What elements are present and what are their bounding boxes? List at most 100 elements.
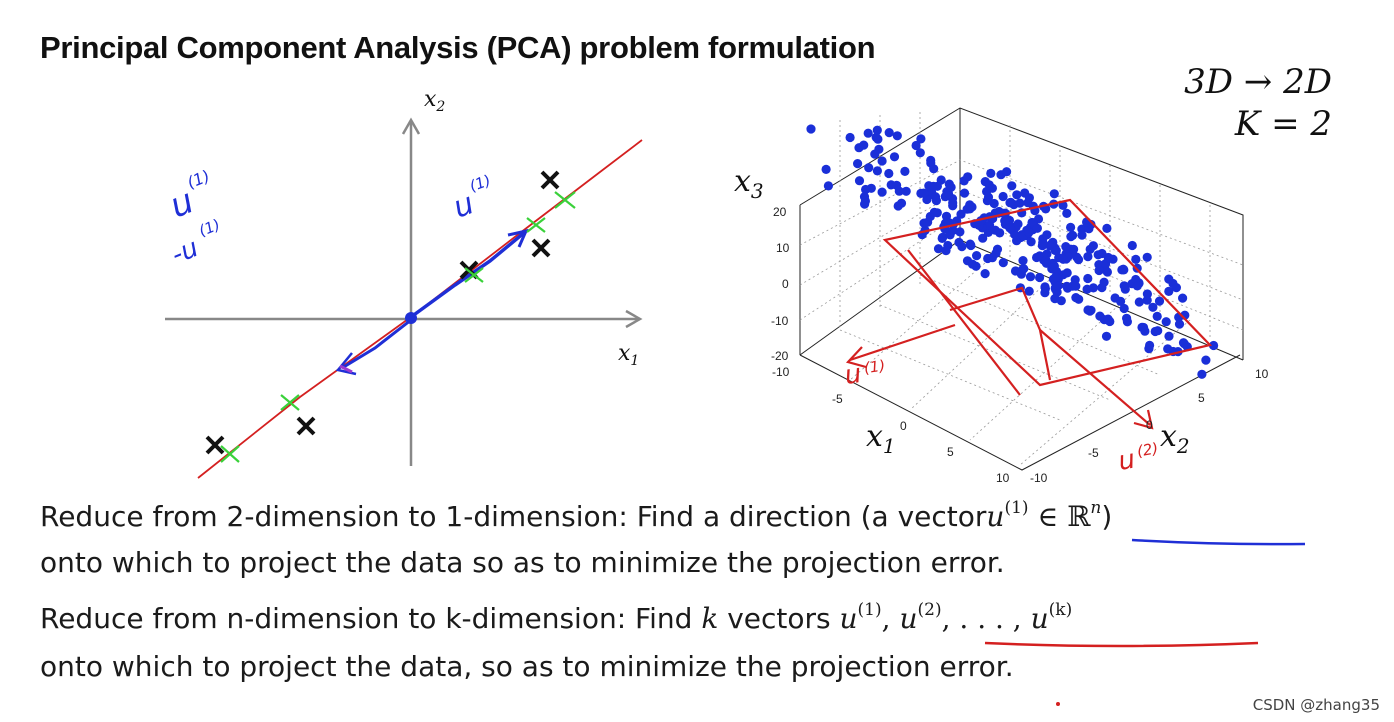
scatter-point	[1023, 198, 1033, 208]
scatter-point	[1071, 293, 1081, 303]
x2-3d-axis-label: x2	[1160, 419, 1190, 458]
projected-point	[464, 267, 484, 283]
scatter-point	[884, 168, 894, 179]
scatter-point	[1063, 283, 1073, 293]
data-point	[540, 170, 560, 190]
scatter-point	[1086, 305, 1096, 315]
scatter-point	[1002, 167, 1012, 177]
scatter-point	[982, 196, 993, 206]
scatter-point	[998, 191, 1008, 202]
scatter-point	[1134, 278, 1144, 288]
scatter-point	[965, 239, 975, 249]
x2-axis-label: x2	[424, 87, 445, 115]
scatter-point	[1050, 245, 1060, 255]
scatter-point	[996, 170, 1006, 180]
scatter-point	[1050, 277, 1060, 287]
scatter-point	[900, 166, 910, 176]
scatter-point	[926, 158, 936, 168]
scatter-point	[1108, 254, 1118, 264]
scatter-point	[1019, 264, 1029, 274]
scatter-point	[1145, 340, 1155, 350]
scatter-point	[920, 225, 930, 235]
scatter-point	[1049, 261, 1059, 271]
scatter-point	[1101, 259, 1111, 269]
scatter-point	[1082, 284, 1092, 294]
svg-text:(2): (2)	[1136, 439, 1160, 460]
scatter-point	[974, 220, 984, 230]
scatter-point	[877, 156, 887, 166]
scatter-point	[1050, 283, 1060, 293]
scatter-point	[965, 204, 975, 214]
scatter-point	[1063, 252, 1073, 262]
scatter-point	[1127, 279, 1137, 289]
scatter-point	[1025, 222, 1036, 232]
scatter-point	[864, 163, 874, 173]
scatter-point	[1131, 274, 1141, 285]
scatter-point	[1209, 340, 1219, 351]
scatter-point	[860, 196, 871, 206]
svg-text:0: 0	[782, 277, 789, 291]
scatter-point	[1028, 201, 1038, 211]
scatter-point	[1049, 199, 1059, 209]
scatter-point	[929, 207, 940, 217]
scatter-point	[999, 208, 1009, 218]
scatter-point	[1024, 193, 1034, 203]
scatter-point	[1102, 223, 1112, 233]
scatter-point	[1010, 222, 1020, 232]
scatter-point	[952, 216, 962, 226]
text-line-2: onto which to project the data so as to …	[40, 546, 1005, 579]
scatter-point	[928, 181, 939, 191]
u2-3d-annotation: u (2)	[1116, 439, 1160, 477]
scatter-point	[1148, 302, 1158, 312]
scatter-point	[1030, 206, 1040, 216]
scatter-point	[1084, 224, 1094, 234]
scatter-point	[1083, 273, 1093, 284]
scatter-point	[1037, 241, 1047, 251]
scatter-point	[1119, 265, 1129, 275]
scatter-point	[1050, 294, 1060, 304]
scatter-point	[1026, 237, 1036, 247]
scatter-point	[1095, 311, 1105, 321]
scatter-point	[1119, 303, 1129, 314]
scatter-point	[1197, 369, 1207, 379]
scatter-point	[859, 192, 870, 202]
scatter-point	[1173, 347, 1183, 357]
scatter-point	[985, 220, 995, 230]
z-ticks: 20 10 0 -10 -20	[771, 205, 790, 363]
scatter-point	[940, 192, 950, 202]
scatter-point	[954, 237, 964, 247]
scatter-point	[892, 180, 902, 190]
scatter-point	[939, 222, 949, 232]
scatter-point	[1099, 277, 1109, 287]
scatter-point	[1005, 223, 1015, 233]
scatter-point	[1093, 250, 1103, 260]
scatter-point	[1142, 252, 1152, 262]
scatter-point	[1016, 269, 1026, 279]
scatter-point	[1061, 254, 1071, 264]
scatter-point	[1039, 255, 1049, 265]
scatter-point	[980, 269, 990, 279]
scatter-point	[1054, 253, 1064, 263]
scatter-point	[992, 244, 1003, 254]
scatter-point	[863, 128, 873, 138]
scatter-point	[1171, 283, 1181, 293]
x2-ticks: -10 -5 0 5 10	[1030, 367, 1269, 485]
scatter-point	[988, 213, 998, 224]
scatter-point	[1074, 294, 1084, 304]
scatter-point	[1116, 296, 1126, 306]
scatter-point	[1103, 252, 1113, 263]
scatter-point	[925, 211, 935, 222]
box-frame	[799, 107, 1244, 471]
data-point	[296, 416, 316, 436]
scatter-point	[886, 180, 896, 190]
scatter-point	[947, 194, 958, 204]
scatter-point	[1040, 288, 1050, 298]
scatter-point	[1061, 249, 1071, 259]
scatter-point	[948, 225, 958, 235]
scatter-point	[1038, 201, 1049, 211]
scatter-point	[1083, 252, 1093, 262]
scatter-point	[1101, 331, 1112, 341]
scatter-point	[1052, 287, 1062, 297]
data-point	[531, 238, 551, 258]
svg-text:-10: -10	[771, 314, 789, 328]
